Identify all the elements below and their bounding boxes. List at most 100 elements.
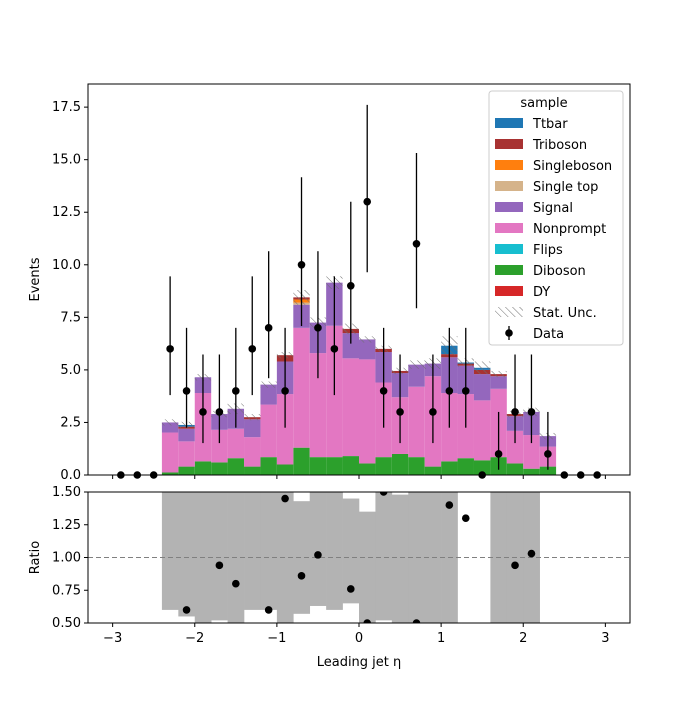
- data-point: [445, 387, 454, 395]
- bar-segment: [523, 435, 540, 469]
- bar-segment: [161, 472, 179, 475]
- bar-segment: [473, 460, 491, 475]
- legend-swatch: [495, 202, 523, 212]
- data-point: [330, 345, 339, 353]
- bar-segment: [424, 466, 442, 475]
- legend-label: Diboson: [533, 264, 586, 279]
- unc-band-bin: [359, 511, 376, 623]
- unc-band-bin: [391, 494, 409, 623]
- unc-band-bin: [178, 492, 196, 617]
- y-tick-label: 12.5: [52, 205, 81, 220]
- data-points: [117, 104, 601, 479]
- bar-segment: [244, 437, 261, 467]
- bar-segment: [276, 464, 294, 475]
- legend-label: Ttbar: [532, 117, 568, 132]
- bar-segment: [326, 457, 343, 475]
- bar-segment: [293, 327, 310, 448]
- data-point: [379, 387, 388, 395]
- unc-band-bin: [211, 492, 228, 621]
- unc-band-bin: [161, 492, 179, 610]
- y-tick-label: 1.50: [52, 485, 81, 500]
- bar-segment: [359, 463, 376, 475]
- bar-segment: [227, 458, 245, 475]
- ratio-y-ticks: 0.50 0.75 1.00 1.25 1.50: [52, 485, 88, 631]
- legend-title: sample: [520, 96, 567, 111]
- data-point: [281, 387, 289, 395]
- data-point: [232, 387, 240, 395]
- y-tick-label: 15.0: [52, 153, 81, 168]
- bar-segment: [342, 333, 359, 359]
- x-tick-label: 0: [355, 631, 363, 646]
- bar-segment: [161, 422, 179, 433]
- legend: sample Ttbar Triboson Singleboson Single top…: [488, 90, 624, 346]
- bar-segment: [178, 428, 195, 442]
- ratio-point: [232, 579, 240, 588]
- bar-segment: [211, 429, 228, 463]
- data-point: [166, 345, 174, 353]
- bar-segment: [490, 376, 507, 389]
- legend-label: Flips: [533, 243, 563, 258]
- main-panel: 0.0 2.5 5.0 7.5 10.0 12.5 15.0 17.5 Events sample…: [28, 83, 631, 483]
- bar-segment: [342, 358, 359, 457]
- ratio-point: [182, 606, 191, 614]
- legend-label: Single top: [533, 180, 598, 195]
- stat-unc-box: [260, 381, 277, 388]
- data-point: [396, 408, 404, 416]
- legend-label: DY: [533, 285, 550, 300]
- bar-segment: [260, 384, 277, 405]
- y-tick-label: 10.0: [52, 258, 81, 273]
- main-y-axis-label: Events: [28, 257, 43, 301]
- data-point: [511, 408, 519, 416]
- data-point: [314, 324, 322, 332]
- ratio-point: [281, 494, 289, 503]
- bar-segment: [309, 353, 327, 458]
- bar-segment: [260, 404, 277, 458]
- data-point: [412, 239, 421, 248]
- ratio-point: [297, 572, 306, 580]
- ratio-point: [363, 619, 372, 623]
- y-tick-label: 7.5: [60, 310, 81, 325]
- bar-segment: [211, 462, 228, 475]
- bar-segment: [178, 441, 195, 467]
- bar-segment: [375, 457, 392, 475]
- legend-swatch-stat-unc: [495, 307, 523, 317]
- data-point: [363, 197, 372, 206]
- x-tick-label: 2: [519, 631, 527, 646]
- x-axis-label: Leading jet η: [317, 655, 402, 670]
- data-point: [182, 387, 191, 395]
- legend-label: Singleboson: [533, 159, 612, 174]
- data-point: [461, 387, 470, 395]
- x-tick-label: 3: [601, 631, 609, 646]
- y-tick-label: 0.0: [60, 468, 81, 483]
- ratio-x-ticks: −3 −2 −1 0 1 2 3: [103, 623, 610, 646]
- data-point: [527, 408, 536, 416]
- series-diboson: [161, 447, 557, 475]
- x-tick-label: −3: [103, 631, 122, 646]
- y-tick-label: 1.00: [52, 551, 81, 566]
- bar-segment: [408, 457, 425, 475]
- ratio-point: [215, 561, 224, 570]
- data-point: [199, 408, 207, 416]
- bar-segment: [391, 453, 409, 475]
- data-point: [297, 260, 306, 269]
- bar-segment: [408, 386, 425, 458]
- bar-segment: [523, 468, 540, 475]
- bar-segment: [227, 428, 245, 459]
- data-point: [494, 450, 503, 458]
- legend-swatch: [495, 139, 523, 149]
- ratio-unc-band: [161, 492, 540, 623]
- unc-band-bin: [309, 492, 327, 606]
- legend-label: Stat. Unc.: [533, 306, 597, 321]
- unc-band-bin: [244, 492, 261, 610]
- ratio-point: [264, 606, 273, 614]
- ratio-point: [445, 501, 454, 509]
- x-tick-label: 1: [437, 631, 445, 646]
- bar-segment: [276, 394, 294, 465]
- bar-segment: [441, 461, 458, 475]
- bar-segment: [260, 457, 277, 475]
- unc-band-bin: [342, 498, 360, 604]
- stat-unc-box: [473, 361, 491, 375]
- y-tick-label: 1.25: [52, 518, 81, 533]
- legend-swatch: [495, 118, 523, 128]
